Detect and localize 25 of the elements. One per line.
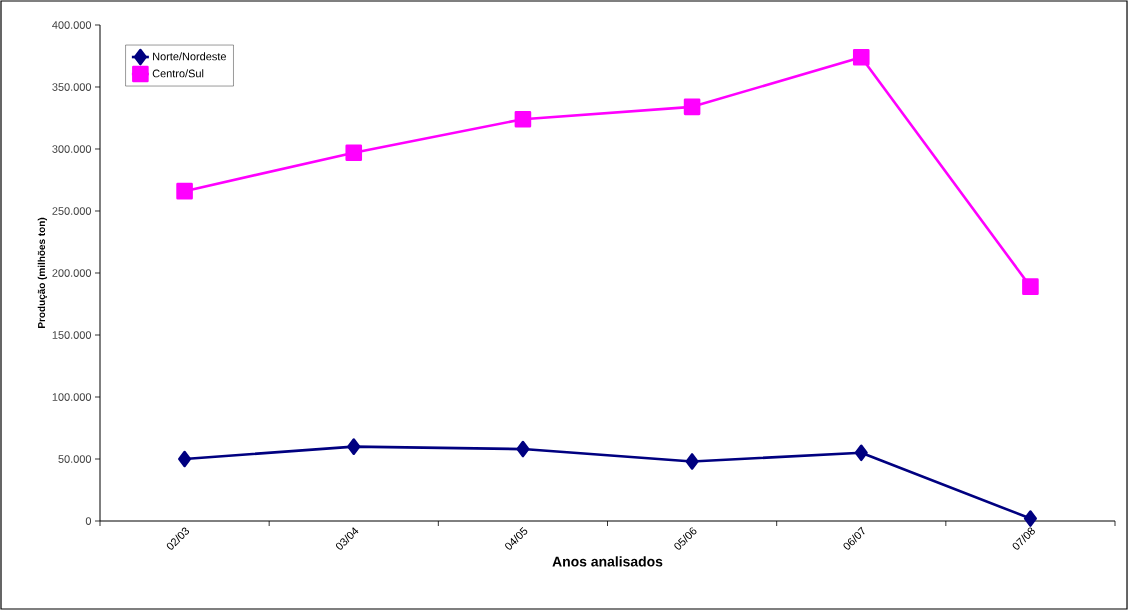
point: [345, 144, 363, 162]
point: [685, 453, 699, 470]
point: [347, 438, 361, 455]
point: [1022, 278, 1039, 295]
y-tick-label: 200.000: [52, 269, 92, 277]
y-axis-title: Produção (milhões ton): [37, 217, 48, 328]
point: [683, 98, 701, 116]
point: [514, 110, 532, 128]
y-tick-label: 300.000: [52, 145, 92, 153]
y-tick-label: 150.000: [52, 331, 92, 339]
y-tick-label: 100.000: [52, 393, 92, 401]
x-axis-title: Anos analisados: [552, 556, 663, 567]
legend-label: Norte/Nordeste: [153, 52, 226, 61]
point: [1023, 510, 1037, 527]
y-tick-label: 350.000: [52, 83, 92, 91]
point: [854, 444, 868, 462]
y-tick-label: 250.000: [52, 207, 92, 215]
point: [852, 48, 870, 66]
legend-label: Centro/Sul: [152, 69, 204, 78]
y-tick-label: 0: [85, 517, 92, 525]
y-tick-label: 50.000: [58, 455, 92, 463]
point: [176, 182, 193, 200]
point: [178, 450, 192, 468]
y-tick-label: 400.000: [52, 21, 92, 29]
point: [516, 440, 530, 458]
